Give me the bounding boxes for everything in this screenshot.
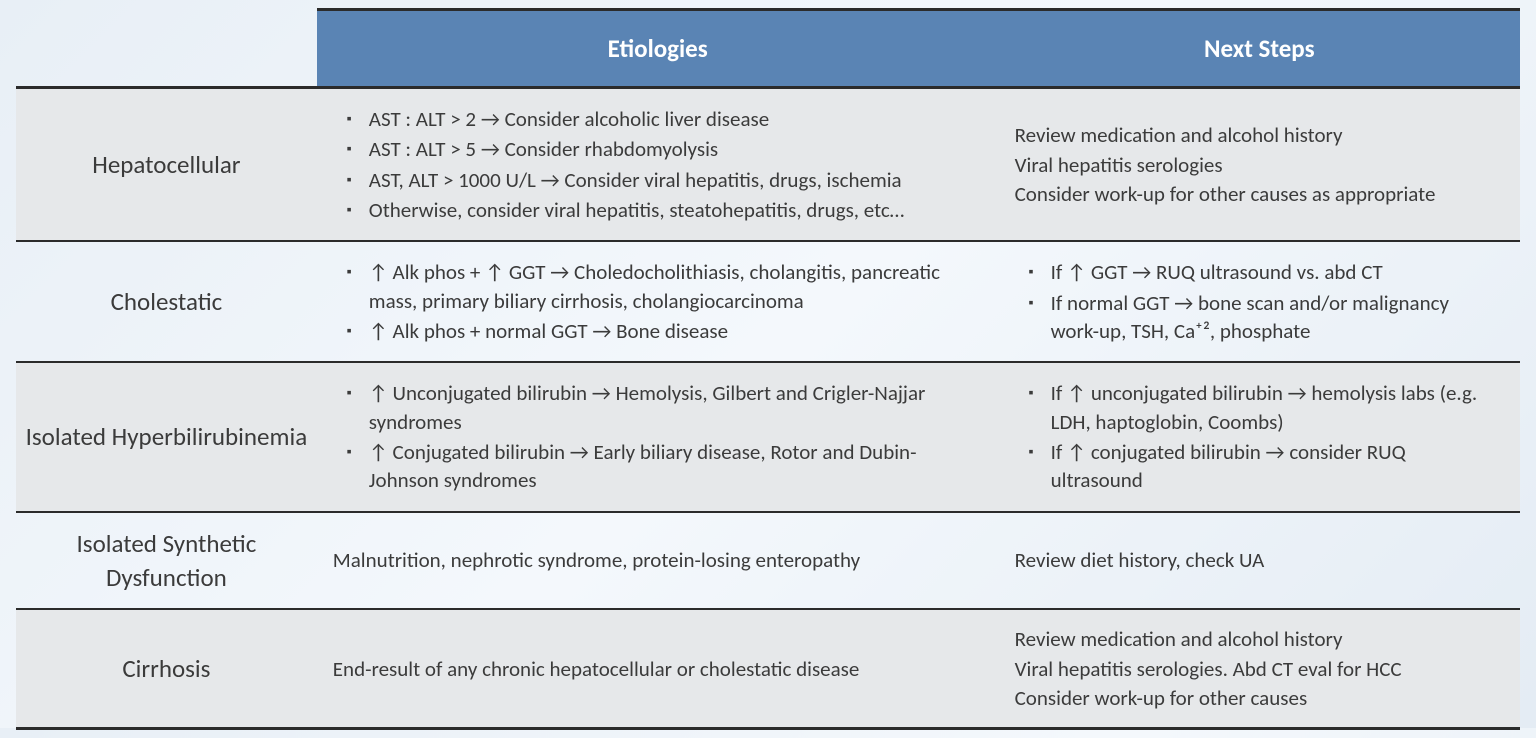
etiologies-text: Malnutrition, nephrotic syndrome, protei… [327,546,981,574]
list-item: Otherwise, consider viral hepatitis, ste… [347,196,981,224]
table-row: Isolated Hyperbilirubinemia ↑ Unconjugate… [16,362,1520,511]
row-label: Isolated Hyperbilirubinemia [16,362,317,511]
list-item: ↑ Conjugated bilirubin → Early biliary d… [347,438,981,495]
next-steps-cell: If ↑ unconjugated bilirubin → hemolysis … [999,362,1520,511]
next-steps-text: Review medication and alcohol historyVir… [1009,121,1502,208]
table-row: Cholestatic ↑ Alk phos + ↑ GGT → Choledoc… [16,241,1520,362]
text-line: End-result of any chronic hepatocellular… [333,655,981,683]
list-item: If normal GGT → bone scan and/or maligna… [1029,289,1502,346]
list-item: If ↑ GGT → RUQ ultrasound vs. abd CT [1029,258,1502,286]
text-line: Consider work-up for other causes as app… [1015,180,1502,208]
next-steps-cell: If ↑ GGT → RUQ ultrasound vs. abd CT If n… [999,241,1520,362]
row-label: Hepatocellular [16,88,317,242]
list-item: If ↑ unconjugated bilirubin → hemolysis … [1029,379,1502,436]
etiologies-cell: ↑ Unconjugated bilirubin → Hemolysis, Gi… [317,362,999,511]
etiologies-list: AST : ALT > 2 → Consider alcoholic liver… [327,105,981,224]
row-label: Cholestatic [16,241,317,362]
list-item: AST : ALT > 5 → Consider rhabdomyolysis [347,135,981,163]
etiologies-list: ↑ Alk phos + ↑ GGT → Choledocholithiasis… [327,258,981,345]
table-row: Hepatocellular AST : ALT > 2 → Consider a… [16,88,1520,242]
text-line: Review medication and alcohol history [1015,625,1502,653]
text-line: Review diet history, check UA [1015,546,1502,574]
table-header: Etiologies Next Steps [16,10,1520,88]
list-item: AST : ALT > 2 → Consider alcoholic liver… [347,105,981,133]
next-steps-cell: Review medication and alcohol historyVir… [999,609,1520,729]
header-blank [16,10,317,88]
text-line: Consider work-up for other causes [1015,684,1502,712]
page-container: Etiologies Next Steps Hepatocellular AST … [0,0,1536,738]
list-item: ↑ Alk phos + ↑ GGT → Choledocholithiasis… [347,258,981,315]
next-steps-cell: Review diet history, check UA [999,512,1520,610]
next-steps-cell: Review medication and alcohol historyVir… [999,88,1520,242]
liver-patterns-table: Etiologies Next Steps Hepatocellular AST … [16,8,1520,730]
table-body: Hepatocellular AST : ALT > 2 → Consider a… [16,88,1520,729]
etiologies-cell: Malnutrition, nephrotic syndrome, protei… [317,512,999,610]
etiologies-cell: End-result of any chronic hepatocellular… [317,609,999,729]
table-row: Cirrhosis End-result of any chronic hepat… [16,609,1520,729]
etiologies-text: End-result of any chronic hepatocellular… [327,655,981,683]
etiologies-list: ↑ Unconjugated bilirubin → Hemolysis, Gi… [327,379,981,494]
header-etiologies: Etiologies [317,10,999,88]
etiologies-cell: ↑ Alk phos + ↑ GGT → Choledocholithiasis… [317,241,999,362]
text-line: Viral hepatitis serologies [1015,151,1502,179]
header-next-steps: Next Steps [999,10,1520,88]
row-label: Cirrhosis [16,609,317,729]
next-steps-list: If ↑ GGT → RUQ ultrasound vs. abd CT If n… [1009,258,1502,345]
list-item: If ↑ conjugated bilirubin → consider RUQ… [1029,438,1502,495]
next-steps-text: Review diet history, check UA [1009,546,1502,574]
text-line: Viral hepatitis serologies. Abd CT eval … [1015,655,1502,683]
next-steps-text: Review medication and alcohol historyVir… [1009,625,1502,712]
etiologies-cell: AST : ALT > 2 → Consider alcoholic liver… [317,88,999,242]
row-label: Isolated Synthetic Dysfunction [16,512,317,610]
text-line: Review medication and alcohol history [1015,121,1502,149]
next-steps-list: If ↑ unconjugated bilirubin → hemolysis … [1009,379,1502,494]
list-item: AST, ALT > 1000 U/L → Consider viral hep… [347,166,981,194]
text-line: Malnutrition, nephrotic syndrome, protei… [333,546,981,574]
table-row: Isolated Synthetic Dysfunction Malnutriti… [16,512,1520,610]
list-item: ↑ Unconjugated bilirubin → Hemolysis, Gi… [347,379,981,436]
list-item: ↑ Alk phos + normal GGT → Bone disease [347,317,981,345]
